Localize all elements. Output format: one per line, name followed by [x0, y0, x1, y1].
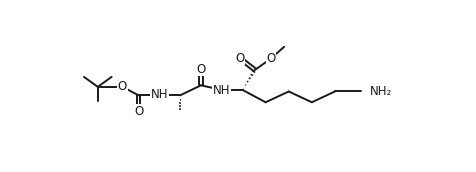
Text: NH₂: NH₂: [369, 85, 392, 98]
Text: O: O: [266, 52, 275, 65]
Text: NH: NH: [213, 84, 230, 97]
Text: O: O: [118, 80, 127, 93]
Text: O: O: [235, 52, 244, 65]
Text: O: O: [134, 105, 143, 118]
Text: O: O: [196, 63, 205, 76]
Text: NH: NH: [150, 88, 168, 101]
